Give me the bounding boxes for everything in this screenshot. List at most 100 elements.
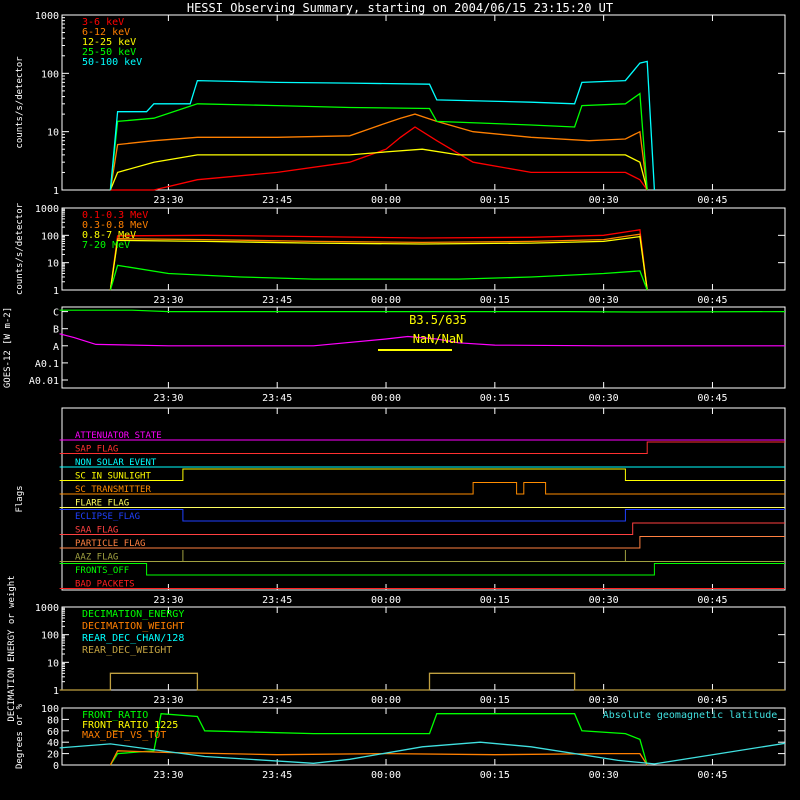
x-tick-label: 00:15: [480, 770, 510, 781]
flag-label: SAA_FLAG: [75, 526, 118, 536]
series-line: [109, 235, 648, 291]
x-tick-label: 00:00: [371, 770, 401, 781]
panel-frame: [61, 707, 786, 766]
flag-line: [59, 468, 785, 481]
flag-line: [59, 441, 785, 454]
y-tick-label: 80: [47, 715, 59, 726]
x-tick-label: 00:30: [589, 393, 619, 404]
goes-series-line: [59, 309, 786, 313]
legend-entry: 6-12 keV: [82, 27, 130, 38]
flag-label: SC_TRANSMITTER: [75, 485, 151, 495]
legend-entry: 7-20 MeV: [82, 240, 130, 251]
y-tick-label: 1000: [35, 603, 59, 614]
x-tick-label: 00:45: [697, 195, 727, 206]
flag-label: BAD_PACKETS: [75, 580, 135, 590]
legend-entry: 0.8-7 MeV: [82, 230, 136, 241]
y-axis-label: Flags: [15, 485, 25, 512]
y-tick-label: A: [53, 342, 59, 353]
panel-frame: [61, 407, 786, 591]
x-tick-label: 00:15: [480, 195, 510, 206]
legend-entry: DECIMATION_WEIGHT: [82, 621, 184, 632]
series-line: [109, 713, 648, 766]
series-line: [110, 126, 648, 191]
flag-label: AAZ_FLAG: [75, 553, 118, 563]
goes-annotation: B3.5/635: [409, 313, 467, 327]
x-tick-label: 00:15: [480, 595, 510, 606]
y-tick-label: 1000: [35, 204, 59, 215]
x-tick-label: 00:45: [697, 770, 727, 781]
legend-entry: DECIMATION_ENERGY: [82, 609, 184, 620]
x-tick-label: 23:30: [153, 695, 183, 706]
goes-series-line: [59, 333, 785, 347]
x-tick-label: 00:00: [371, 393, 401, 404]
goes-annotation: NaN/NaN: [413, 332, 464, 346]
legend-entry: REAR_DEC_WEIGHT: [82, 645, 172, 656]
series-line: [109, 264, 648, 291]
x-tick-label: 23:45: [262, 195, 292, 206]
legend-entry: 12-25 keV: [82, 37, 136, 48]
series-line: [109, 148, 648, 191]
series-line: [59, 741, 786, 765]
x-tick-label: 00:45: [697, 595, 727, 606]
x-tick-label: 00:30: [589, 295, 619, 306]
x-tick-label: 00:15: [480, 393, 510, 404]
legend-entry: MAX_DET_VS_TOT: [82, 730, 166, 741]
y-tick-label: 1: [53, 186, 59, 197]
flag-line: [59, 536, 785, 549]
flag-label: SC_IN_SUNLIGHT: [75, 472, 151, 482]
y-tick-label: 1: [53, 686, 59, 697]
series-line: [109, 229, 648, 291]
panel-high_energy: 23:30 23:45 00:00 00:15 00:30 00:45 counts/s/d…: [15, 202, 786, 306]
legend-entry: 50-100 keV: [82, 57, 142, 68]
x-tick-label: 23:30: [153, 393, 183, 404]
y-tick-label: 10: [47, 128, 59, 139]
x-tick-label: 00:00: [371, 695, 401, 706]
y-axis-label: counts/s/detector: [15, 202, 25, 295]
x-tick-label: 23:45: [262, 595, 292, 606]
y-tick-label: 20: [47, 750, 59, 761]
x-tick-label: 23:30: [153, 770, 183, 781]
flag-label: PARTICLE_FLAG: [75, 539, 145, 549]
x-tick-label: 23:45: [262, 770, 292, 781]
y-tick-label: 100: [41, 631, 59, 642]
panels-group: 23:30 23:45 00:00 00:15 00:30 00:45 counts/s/d…: [3, 11, 786, 781]
y-tick-label: 100: [41, 231, 59, 242]
flag-label: FRONTS_OFF: [75, 566, 129, 576]
legend-entry: FRONT_RATIO_1225: [82, 720, 178, 731]
flag-line: [59, 563, 785, 576]
legend-entry: FRONT_RATIO: [82, 710, 148, 721]
chart-title: HESSI Observing Summary, starting on 200…: [187, 1, 613, 15]
y-tick-label: A0.1: [35, 359, 59, 370]
legend-entry: 0.3-0.8 MeV: [82, 220, 148, 231]
x-tick-label: 00:15: [480, 695, 510, 706]
y-tick-label: 60: [47, 727, 59, 738]
panel-frame: [61, 306, 786, 389]
x-tick-label: 00:00: [371, 295, 401, 306]
flag-line: [59, 509, 785, 522]
y-tick-label: A0.01: [29, 376, 59, 387]
panel-ratios: 23:30 23:45 00:00 00:15 00:30 00:45 Degrees or…: [15, 703, 786, 781]
x-tick-label: 23:45: [262, 695, 292, 706]
panel-flags: 23:30 23:45 00:00 00:15 00:30 00:45 Flags ATTEN…: [15, 407, 786, 606]
flag-label: FLARE_FLAG: [75, 499, 129, 509]
flag-line: [59, 482, 785, 495]
series-line: [59, 672, 785, 691]
legend-entry: 0.1-0.3 MeV: [82, 210, 148, 221]
y-tick-label: 0: [53, 761, 59, 772]
y-tick-label: 100: [41, 69, 59, 80]
y-tick-label: B: [53, 325, 59, 336]
x-tick-label: 00:00: [371, 195, 401, 206]
y-axis-label: DECIMATION ENERGY or weight: [7, 575, 17, 721]
flag-label: NON_SOLAR_EVENT: [75, 458, 157, 468]
y-tick-label: 1000: [35, 11, 59, 22]
panel-annotation: Absolute geomagnetic latitude: [603, 710, 778, 721]
flag-label: SAP_FLAG: [75, 445, 118, 455]
legend-entry: 3-6 keV: [82, 17, 124, 28]
x-tick-label: 23:30: [153, 595, 183, 606]
panel-decimation: 23:30 23:45 00:00 00:15 00:30 00:45 DECIMATION…: [7, 575, 786, 722]
panel-frame: [61, 14, 786, 191]
x-tick-label: 23:30: [153, 195, 183, 206]
series-line: [109, 60, 656, 191]
